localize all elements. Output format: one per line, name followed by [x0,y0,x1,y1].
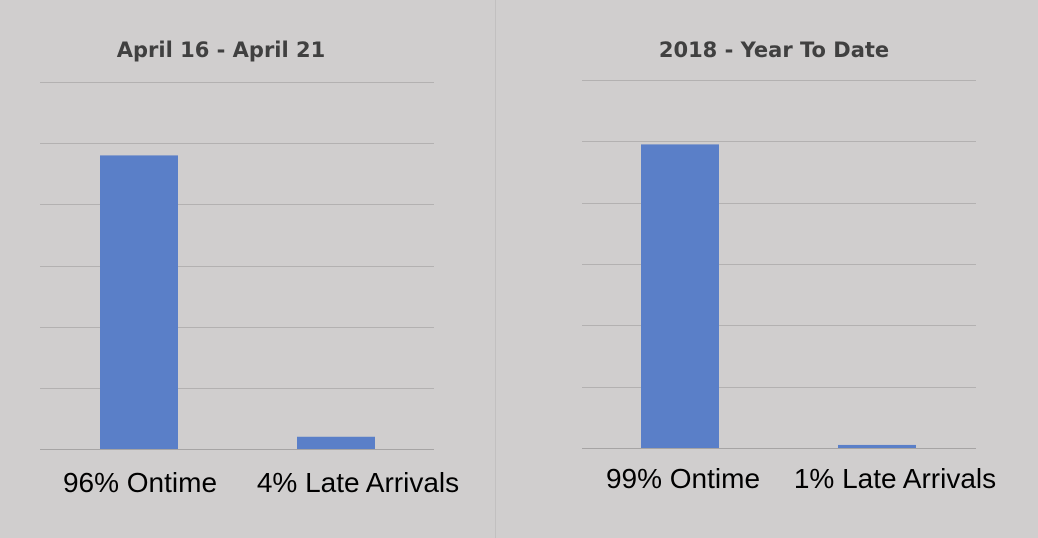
bar-chart-week: 96% Ontime 4% Late Arrivals [40,82,459,498]
category-label: 4% Late Arrivals [257,467,459,498]
chart-title: 2018 - Year To Date [658,38,890,62]
category-label: 96% Ontime [63,467,217,498]
bar-late-arrivals [838,444,916,448]
bar-ontime [100,155,178,449]
chart-panel-week: April 16 - April 21 96% Ontime 4% Late Ar… [0,0,495,538]
bar-ontime [641,144,719,448]
chart-title: April 16 - April 21 [116,38,326,62]
bar-chart-ytd: 99% Ontime 1% Late Arrivals [582,80,996,494]
panel-divider [495,0,496,538]
category-label: 1% Late Arrivals [794,463,996,494]
bar-late-arrivals [297,436,375,449]
chart-panel-ytd: 2018 - Year To Date 99% Ontime 1% Late Ar… [496,0,1038,538]
category-label: 99% Ontime [606,463,760,494]
